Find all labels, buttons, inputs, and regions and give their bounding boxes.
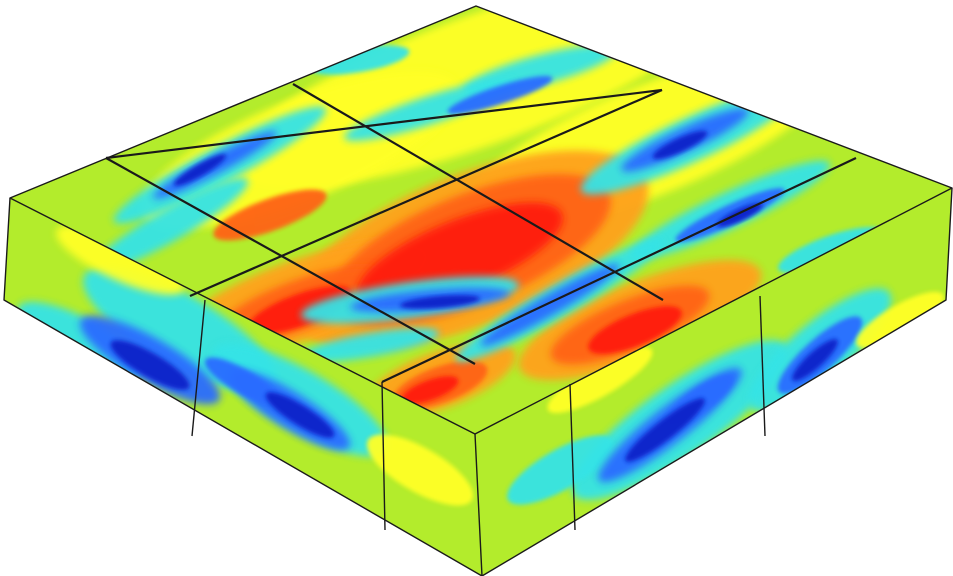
top-contour-cyan-27	[310, 45, 410, 75]
block-edges	[3, 5, 953, 576]
top-contour-deep_orange-12	[213, 189, 327, 241]
left-contour-yellow-11	[55, 225, 185, 295]
seam-top-1	[105, 88, 663, 160]
outline-left	[3, 197, 483, 576]
right-contour-yellow-9	[856, 291, 944, 349]
seam-right-2	[759, 295, 766, 437]
seam-right-1	[569, 383, 576, 531]
seam-top-nw	[105, 157, 476, 365]
right-face-contours	[507, 288, 944, 505]
top-contour-blue-31	[480, 264, 620, 346]
seam-top-ne	[189, 88, 663, 298]
left-contour-navy-8	[265, 392, 335, 438]
right-contour-yellow-10	[547, 346, 653, 414]
outline-right	[481, 187, 953, 576]
top-contour-blue-33	[447, 75, 553, 115]
seam-left-2	[381, 381, 386, 531]
seam-top-mid	[292, 83, 664, 301]
right-contour-cyan-3	[507, 435, 613, 505]
left-face	[4, 198, 482, 576]
top-contour-red-15	[588, 306, 682, 354]
top-contour-cyan-25	[301, 328, 439, 362]
top-contour-cyan-18	[91, 177, 249, 273]
top-contour-cyan-22	[344, 79, 516, 141]
top-contour-navy-34	[173, 154, 227, 186]
seam-top-se	[381, 157, 857, 383]
left-contour-navy-7	[110, 340, 190, 390]
top-contour-navy-35	[652, 130, 708, 160]
seam-left-1	[191, 299, 206, 437]
top-contour-red-16	[401, 376, 459, 404]
right-contour-navy-7	[625, 398, 705, 462]
top-contour-red-13	[357, 202, 563, 308]
right-face	[475, 188, 952, 576]
top-contour-red-14	[248, 285, 352, 335]
right-contour-navy-8	[792, 339, 838, 381]
left-contour-blue-6	[204, 357, 276, 403]
top-contour-navy-36	[400, 295, 480, 309]
top-contour-navy-37	[717, 203, 763, 227]
left-contour-yellow-9	[366, 434, 474, 506]
